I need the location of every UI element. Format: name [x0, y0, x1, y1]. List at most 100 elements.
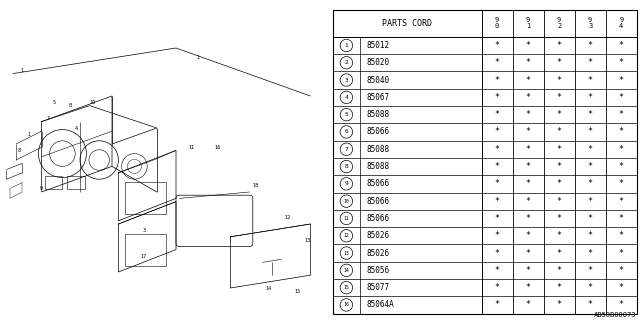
Text: *: * — [557, 214, 562, 223]
Text: 15: 15 — [294, 289, 301, 294]
Text: *: * — [588, 283, 593, 292]
Text: *: * — [588, 162, 593, 171]
Text: 13: 13 — [344, 251, 349, 256]
Text: 85066: 85066 — [366, 127, 390, 136]
Text: 9
1: 9 1 — [526, 17, 531, 29]
Text: *: * — [495, 127, 500, 136]
Text: 10: 10 — [344, 199, 349, 204]
Text: *: * — [588, 41, 593, 50]
Text: 85066: 85066 — [366, 214, 390, 223]
Text: 9
4: 9 4 — [619, 17, 623, 29]
Text: *: * — [557, 110, 562, 119]
Text: 8: 8 — [18, 148, 20, 153]
Text: *: * — [619, 179, 624, 188]
Text: 7: 7 — [344, 147, 348, 152]
Text: 4: 4 — [76, 125, 78, 131]
Text: *: * — [619, 145, 624, 154]
Text: 12: 12 — [344, 233, 349, 238]
Text: *: * — [525, 58, 531, 67]
Text: *: * — [525, 179, 531, 188]
Text: 14: 14 — [344, 268, 349, 273]
Text: *: * — [557, 127, 562, 136]
Text: 10: 10 — [90, 100, 96, 105]
Text: *: * — [525, 127, 531, 136]
Text: *: * — [495, 179, 500, 188]
Text: *: * — [495, 110, 500, 119]
Text: *: * — [619, 58, 624, 67]
Text: *: * — [495, 93, 500, 102]
Text: 5: 5 — [53, 100, 56, 105]
Text: *: * — [495, 214, 500, 223]
Text: PARTS CORD: PARTS CORD — [382, 19, 432, 28]
Text: *: * — [525, 283, 531, 292]
Text: *: * — [619, 110, 624, 119]
Text: *: * — [557, 283, 562, 292]
Text: 1: 1 — [21, 68, 24, 73]
Text: 5: 5 — [344, 112, 348, 117]
Text: *: * — [619, 283, 624, 292]
Text: *: * — [588, 231, 593, 240]
Text: 85040: 85040 — [366, 76, 390, 84]
Text: 2: 2 — [344, 60, 348, 65]
Bar — [45, 176, 63, 189]
Text: 9
0: 9 0 — [495, 17, 499, 29]
Text: 11: 11 — [189, 145, 195, 150]
Text: 85088: 85088 — [366, 110, 390, 119]
Text: *: * — [495, 266, 500, 275]
Text: *: * — [525, 197, 531, 206]
Text: *: * — [557, 249, 562, 258]
Text: 85088: 85088 — [366, 162, 390, 171]
Text: 1: 1 — [344, 43, 348, 48]
Text: *: * — [619, 214, 624, 223]
Text: *: * — [619, 76, 624, 84]
Text: *: * — [557, 300, 562, 309]
Text: 11: 11 — [344, 216, 349, 221]
Text: *: * — [525, 76, 531, 84]
Text: *: * — [495, 58, 500, 67]
Text: *: * — [588, 127, 593, 136]
Text: *: * — [588, 76, 593, 84]
Text: 8: 8 — [344, 164, 348, 169]
Text: 14: 14 — [266, 285, 272, 291]
Text: *: * — [525, 214, 531, 223]
Text: *: * — [495, 249, 500, 258]
Text: 7: 7 — [47, 116, 49, 121]
Text: 13: 13 — [304, 237, 310, 243]
Text: *: * — [588, 249, 593, 258]
Text: *: * — [557, 58, 562, 67]
Text: 85066: 85066 — [366, 197, 390, 206]
Text: *: * — [619, 41, 624, 50]
Text: *: * — [495, 162, 500, 171]
Text: 85077: 85077 — [366, 283, 390, 292]
Text: *: * — [619, 231, 624, 240]
Text: 3: 3 — [143, 228, 145, 233]
Text: 6: 6 — [344, 130, 348, 134]
Text: *: * — [619, 266, 624, 275]
Text: *: * — [495, 76, 500, 84]
Text: *: * — [525, 162, 531, 171]
Text: *: * — [588, 145, 593, 154]
Text: *: * — [588, 110, 593, 119]
Text: *: * — [557, 93, 562, 102]
Text: *: * — [495, 283, 500, 292]
Text: *: * — [557, 76, 562, 84]
Text: *: * — [495, 231, 500, 240]
Text: *: * — [557, 145, 562, 154]
Text: 8: 8 — [69, 103, 72, 108]
Text: 4: 4 — [344, 95, 348, 100]
Text: *: * — [525, 266, 531, 275]
Text: *: * — [619, 93, 624, 102]
Text: 85064A: 85064A — [366, 300, 394, 309]
Text: *: * — [619, 300, 624, 309]
Text: *: * — [495, 41, 500, 50]
Text: 85066: 85066 — [366, 179, 390, 188]
Text: 3: 3 — [344, 77, 348, 83]
Text: *: * — [588, 93, 593, 102]
Text: 9
3: 9 3 — [588, 17, 593, 29]
Text: 17: 17 — [141, 253, 147, 259]
Text: 85067: 85067 — [366, 93, 390, 102]
Text: *: * — [525, 41, 531, 50]
Text: 85026: 85026 — [366, 249, 390, 258]
Text: *: * — [525, 231, 531, 240]
Text: *: * — [557, 41, 562, 50]
